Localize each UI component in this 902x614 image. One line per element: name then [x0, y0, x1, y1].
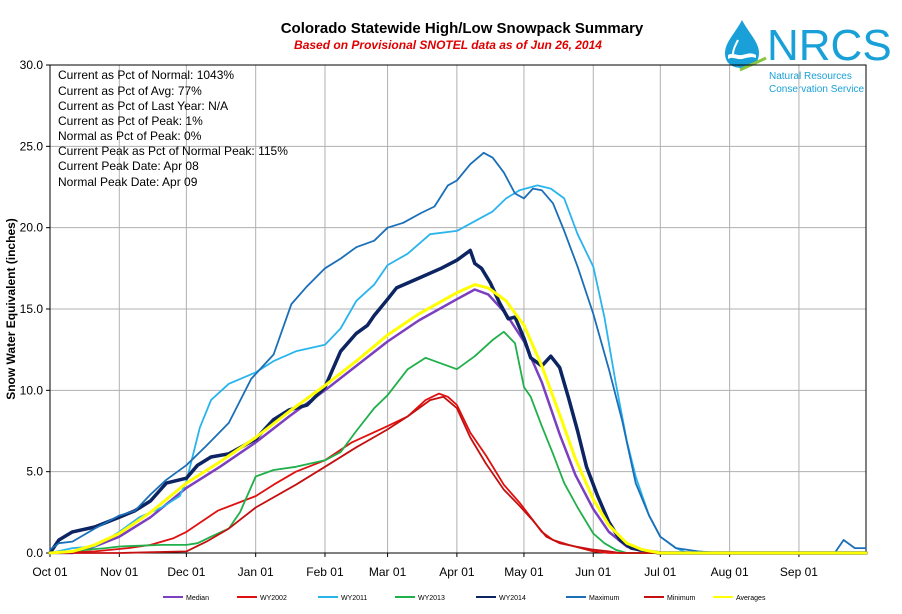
x-tick-label: Dec 01	[167, 565, 205, 579]
chart-subtitle: Based on Provisional SNOTEL data as of J…	[294, 38, 602, 52]
x-tick-label: Feb 01	[306, 565, 344, 579]
series-line-wy2014	[48, 248, 868, 555]
legend-label-maximum: Maximum	[589, 595, 620, 602]
legend-label-wy2002: WY2002	[260, 595, 287, 602]
stat-line: Current as Pct of Last Year: N/A	[58, 99, 228, 113]
x-tick-label: Apr 01	[439, 565, 475, 579]
y-axis: 0.0 5.0 10.0 15.0 20.0 25.0 30.0	[20, 58, 50, 560]
stat-line: Current as Pct of Avg: 77%	[58, 84, 202, 98]
series-line-averages	[48, 283, 868, 555]
stats-box: Current as Pct of Normal: 1043% Current …	[58, 68, 288, 189]
legend-label-median: Median	[186, 595, 209, 602]
stat-line: Normal as Pct of Peak: 0%	[58, 129, 202, 143]
x-tick-label: Oct 01	[32, 565, 68, 579]
nrcs-logo-text: NRCS	[767, 21, 892, 70]
x-tick-label: Sep 01	[780, 565, 818, 579]
chart-legend: Median WY2002 WY2011 WY2013 WY2014 Maximum Min…	[163, 595, 766, 602]
legend-label-wy2011: WY2011	[341, 595, 367, 602]
x-tick-label: Mar 01	[369, 565, 407, 579]
series-line-wy2011	[49, 184, 867, 554]
y-tick-label: 20.0	[20, 221, 44, 235]
y-tick-label: 10.0	[20, 383, 44, 397]
series-line-wy2013	[49, 330, 867, 554]
x-axis: Oct 01 Nov 01 Dec 01 Jan 01 Feb 01 Mar 01 Apr …	[32, 553, 818, 579]
logo-line2: Conservation Service	[769, 84, 864, 95]
chart-grid	[50, 65, 866, 553]
stat-line: Normal Peak Date: Apr 09	[58, 175, 198, 189]
series-line-maximum	[49, 151, 867, 554]
stat-line: Current Peak as Pct of Normal Peak: 115%	[58, 144, 288, 158]
y-tick-label: 5.0	[26, 465, 43, 479]
series-line-median	[48, 288, 868, 555]
series-lines	[48, 151, 868, 555]
x-tick-label: May 01	[504, 565, 544, 579]
x-tick-label: Nov 01	[100, 565, 138, 579]
y-tick-label: 25.0	[20, 139, 44, 153]
logo-line1: Natural Resources	[769, 71, 852, 82]
legend-label-averages: Averages	[736, 595, 766, 602]
water-drop-icon	[725, 20, 767, 72]
legend-label-wy2013: WY2013	[418, 595, 445, 602]
stat-line: Current as Pct of Normal: 1043%	[58, 68, 234, 82]
stat-line: Current as Pct of Peak: 1%	[58, 114, 203, 128]
series-line-minimum	[49, 395, 867, 554]
x-tick-label: Jun 01	[575, 565, 611, 579]
y-axis-label: Snow Water Equivalent (inches)	[4, 218, 18, 400]
nrcs-logo: NRCS Natural Resources Conservation Serv…	[725, 20, 892, 95]
series-line-wy2002	[49, 392, 867, 554]
y-tick-label: 0.0	[26, 546, 43, 560]
legend-label-minimum: Minimum	[667, 595, 696, 602]
y-tick-label: 30.0	[20, 58, 44, 72]
stat-line: Current Peak Date: Apr 08	[58, 159, 199, 173]
legend-label-wy2014: WY2014	[499, 595, 526, 602]
x-tick-label: Aug 01	[711, 565, 749, 579]
x-tick-label: Jan 01	[238, 565, 274, 579]
y-tick-label: 15.0	[20, 302, 44, 316]
x-tick-label: Jul 01	[644, 565, 676, 579]
chart-title: Colorado Statewide High/Low Snowpack Sum…	[281, 20, 644, 37]
